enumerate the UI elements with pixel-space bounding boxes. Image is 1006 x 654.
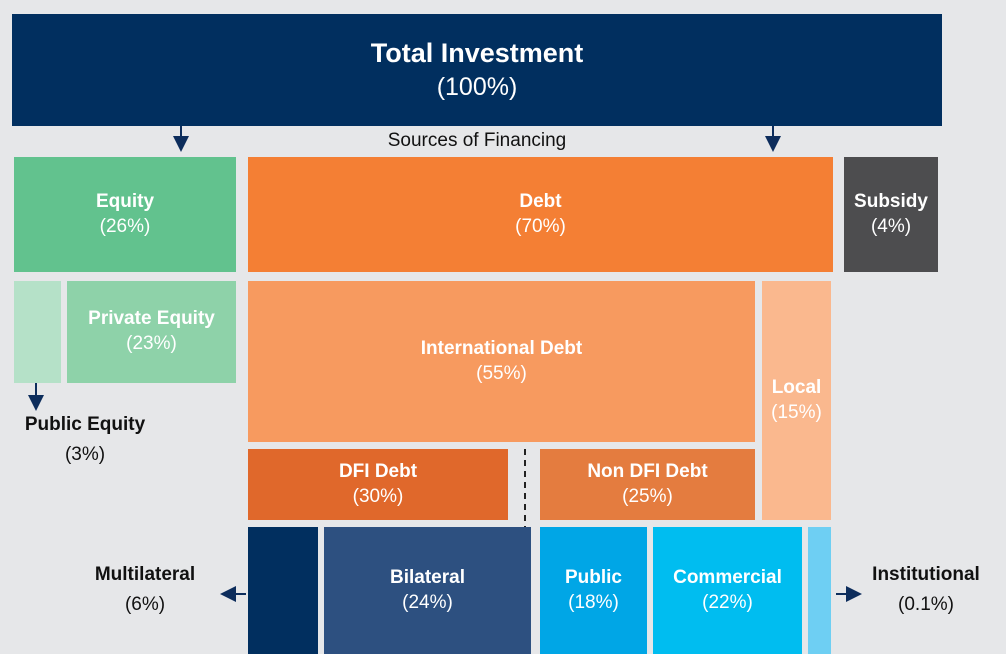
box-share: (15%)	[771, 401, 822, 423]
box: Equity (26%)	[14, 157, 236, 272]
box: DFI Debt (30%)	[248, 449, 508, 520]
box-share: (70%)	[515, 215, 566, 237]
box-label: Local	[771, 376, 822, 398]
box-label: Public	[564, 566, 622, 588]
box: Private Equity (23%)	[67, 281, 236, 383]
box: Local (15%)	[762, 281, 831, 520]
box-share: (23%)	[126, 333, 177, 354]
box: Debt (70%)	[248, 157, 833, 272]
box-share: (55%)	[476, 362, 527, 384]
outside-label: Institutional (0.1%)	[846, 560, 1006, 621]
box-share: (18%)	[568, 591, 619, 613]
box: Non DFI Debt (25%)	[540, 449, 755, 520]
total-box: Total Investment (100%)	[12, 14, 942, 126]
box-label: Subsidy	[854, 190, 928, 212]
box-share: (3%)	[64, 444, 106, 466]
box	[808, 527, 831, 654]
box: Public (18%)	[540, 527, 647, 654]
outside-label: Public Equity (3%)	[0, 410, 170, 471]
caption: Sources of Financing	[387, 130, 567, 151]
box-label: Bilateral	[390, 566, 465, 588]
box-label: Non DFI Debt	[587, 460, 708, 482]
box-share: (4%)	[870, 215, 912, 237]
box-share: (6%)	[124, 594, 166, 616]
box-share: (22%)	[702, 591, 753, 613]
box-label: Debt	[519, 190, 562, 212]
box-share: (25%)	[622, 485, 673, 507]
box-label: Private Equity	[88, 308, 215, 330]
box-share: (0.1%)	[898, 594, 954, 616]
box-label: Equity	[95, 190, 155, 212]
box	[14, 281, 61, 383]
box: International Debt (55%)	[248, 281, 755, 442]
box: Commercial (22%)	[653, 527, 802, 654]
box-share: (24%)	[402, 591, 453, 613]
title: Total Investment	[370, 38, 584, 69]
box-label: Institutional	[872, 564, 980, 585]
box-label: DFI Debt	[338, 460, 418, 482]
title-share: (100%)	[436, 73, 518, 102]
outside-label: Multilateral (6%)	[60, 560, 230, 621]
box-label: Commercial	[673, 566, 782, 588]
box-label: Public Equity	[24, 414, 146, 435]
box: Bilateral (24%)	[324, 527, 531, 654]
box-share: (30%)	[352, 485, 404, 507]
box-share: (26%)	[99, 215, 151, 237]
box: Subsidy (4%)	[844, 157, 938, 272]
box	[248, 527, 318, 654]
box-label: International Debt	[420, 337, 583, 359]
box-label: Multilateral	[94, 564, 196, 585]
